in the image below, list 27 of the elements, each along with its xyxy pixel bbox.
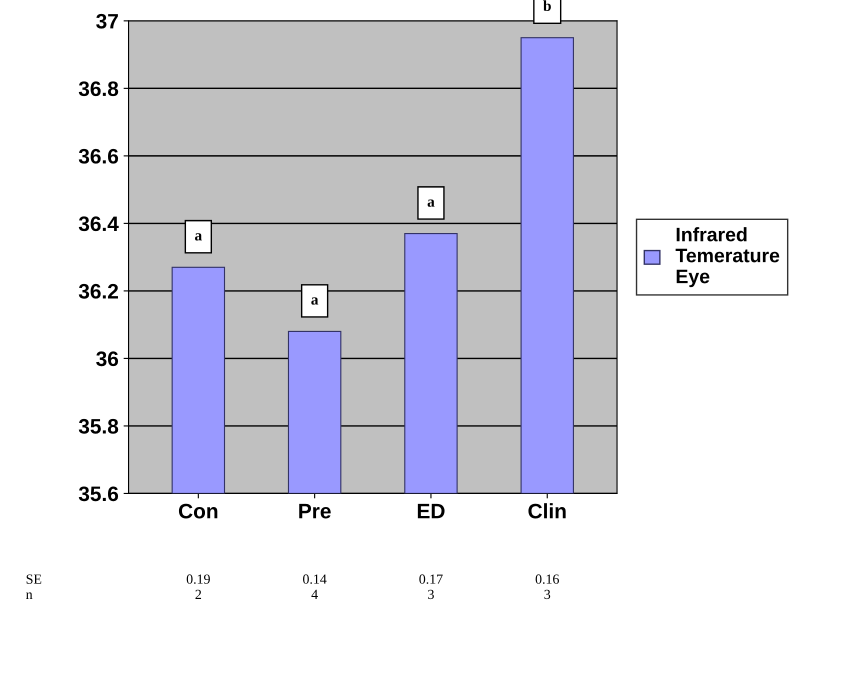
x-tick-label: ED (418, 504, 445, 518)
y-tick-label: 35.8 (78, 418, 118, 434)
y-tick-label: 36 (96, 351, 118, 366)
annotation: a (311, 297, 318, 305)
y-tick-label: 36.8 (78, 81, 118, 96)
text: 3 (428, 590, 434, 600)
text: 0.19 (186, 574, 210, 584)
annotation: a (195, 233, 202, 241)
y-tick-label: 36.4 (78, 216, 119, 232)
text: n (26, 592, 32, 599)
legend-label: Infrared Temerature Eye (676, 227, 780, 288)
text: 0.14 (303, 574, 327, 584)
text: 0.17 (419, 574, 443, 584)
y-tick-label: 36.6 (78, 148, 118, 164)
text: 0.16 (536, 574, 559, 584)
x-tick-label: Pre (299, 504, 331, 518)
annotation: a (428, 199, 435, 207)
text: SE (26, 574, 42, 584)
x-tick-label: Con (178, 504, 218, 518)
text: 3 (544, 590, 550, 600)
y-tick-label: 36.2 (78, 284, 118, 299)
annotation: b (543, 0, 551, 11)
x-tick-label: Clin (528, 503, 566, 518)
text: 4 (311, 590, 318, 599)
y-tick-label: 37 (96, 14, 118, 29)
y-tick-label: 35.6 (78, 486, 118, 502)
text: 2 (195, 590, 202, 599)
